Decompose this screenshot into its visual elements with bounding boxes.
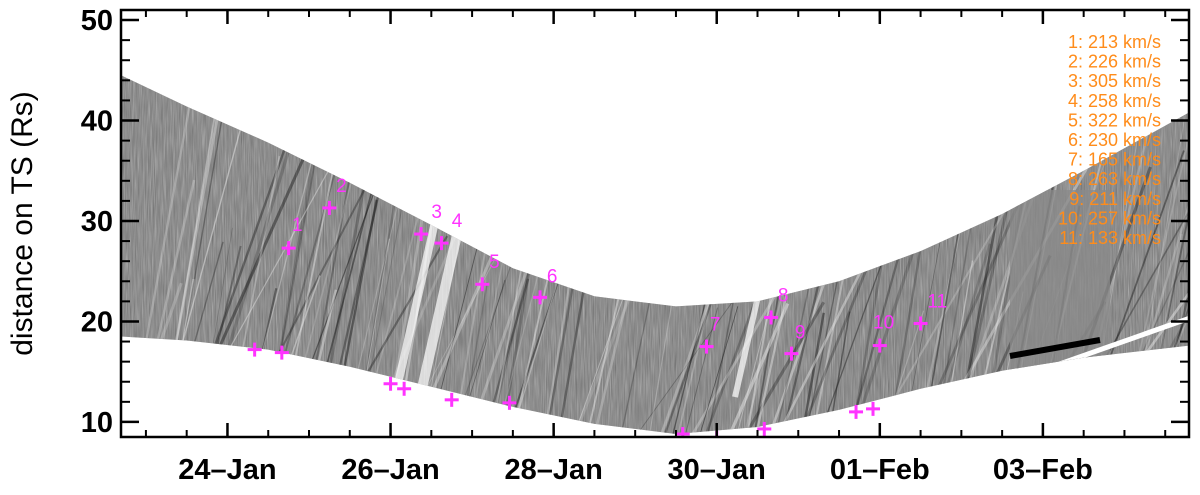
image-band-streak (722, 302, 790, 435)
legend-entry: 3: 305 km/s (1068, 71, 1161, 91)
ticks-layer (121, 10, 1189, 437)
axes-frame (119, 8, 1191, 439)
y-tick-label: 10 (81, 407, 113, 439)
legend-entry: 9: 211 km/s (1069, 189, 1161, 209)
x-tick-label: 03–Feb (993, 454, 1093, 486)
image-band-streak (681, 307, 718, 435)
data-point (281, 241, 296, 256)
data-point (849, 404, 864, 419)
point-annotation: 9 (795, 323, 806, 344)
legend-entry: 6: 230 km/s (1068, 130, 1161, 150)
legend-entry: 1: 213 km/s (1068, 32, 1161, 52)
data-point (383, 376, 398, 391)
point-annotation: 6 (547, 266, 558, 287)
data-point (274, 345, 289, 360)
legend-entry: 11: 133 km/s (1059, 228, 1161, 248)
annotations-layer: 1 2 3 4 5 6 7 89 10 11 (292, 176, 947, 344)
x-tick-label: 26–Jan (341, 454, 439, 486)
image-band-bright-feature (391, 199, 444, 398)
legend: 1: 213 km/s2: 226 km/s3: 305 km/s4: 258 … (1058, 32, 1161, 248)
data-point (397, 381, 412, 396)
y-tick-label: 50 (81, 5, 113, 37)
image-band-streak (695, 306, 739, 435)
y-tick-label: 20 (81, 306, 113, 338)
point-annotation: 5 (489, 252, 500, 273)
x-tick-label: 24–Jan (178, 454, 276, 486)
markers-layer (247, 200, 928, 437)
legend-entry: 8: 263 km/s (1068, 169, 1161, 189)
data-point (414, 227, 429, 242)
data-point (866, 401, 881, 416)
data-point (764, 310, 779, 325)
data-point (784, 346, 799, 361)
data-point (247, 342, 262, 357)
y-tick-label: 40 (81, 106, 113, 138)
x-tick-label: 28–Jan (504, 454, 602, 486)
y-tick-label: 30 (81, 206, 113, 238)
point-annotation: 2 (336, 176, 347, 197)
data-point (502, 395, 517, 410)
data-point (322, 200, 337, 215)
legend-entry: 2: 226 km/s (1068, 52, 1161, 72)
data-point (872, 338, 887, 353)
data-point (434, 236, 449, 251)
point-annotation: 11 (927, 291, 947, 312)
point-annotation: 3 (431, 202, 442, 223)
data-point (757, 421, 772, 436)
point-annotation: 1 (292, 215, 303, 236)
data-point (675, 426, 690, 437)
y-axis-label: distance on TS (Rs) (6, 91, 39, 356)
image-band-streak (779, 267, 824, 435)
point-annotation: 10 (873, 312, 894, 333)
data-point (444, 392, 459, 407)
data-point (699, 339, 714, 354)
x-tick-label: 01–Feb (830, 454, 930, 486)
point-annotation: 8 (778, 285, 789, 306)
data-point (533, 290, 548, 305)
data-point (913, 316, 928, 331)
image-band-streak (736, 301, 826, 435)
legend-entry: 10: 257 km/s (1058, 208, 1161, 228)
point-annotation: 4 (452, 211, 463, 232)
legend-entry: 7: 165 km/s (1068, 150, 1161, 170)
data-point (475, 277, 490, 292)
tick-labels-layer: 24–Jan 26–Jan 28–Jan 30–Jan 01–Feb 03–Feb 10 20… (81, 5, 1093, 486)
x-tick-label: 30–Jan (668, 454, 766, 486)
legend-entry: 5: 322 km/s (1068, 110, 1161, 130)
image-band-dark-feature (1009, 337, 1101, 359)
legend-entry: 4: 258 km/s (1068, 91, 1161, 111)
point-annotation: 7 (710, 315, 721, 336)
